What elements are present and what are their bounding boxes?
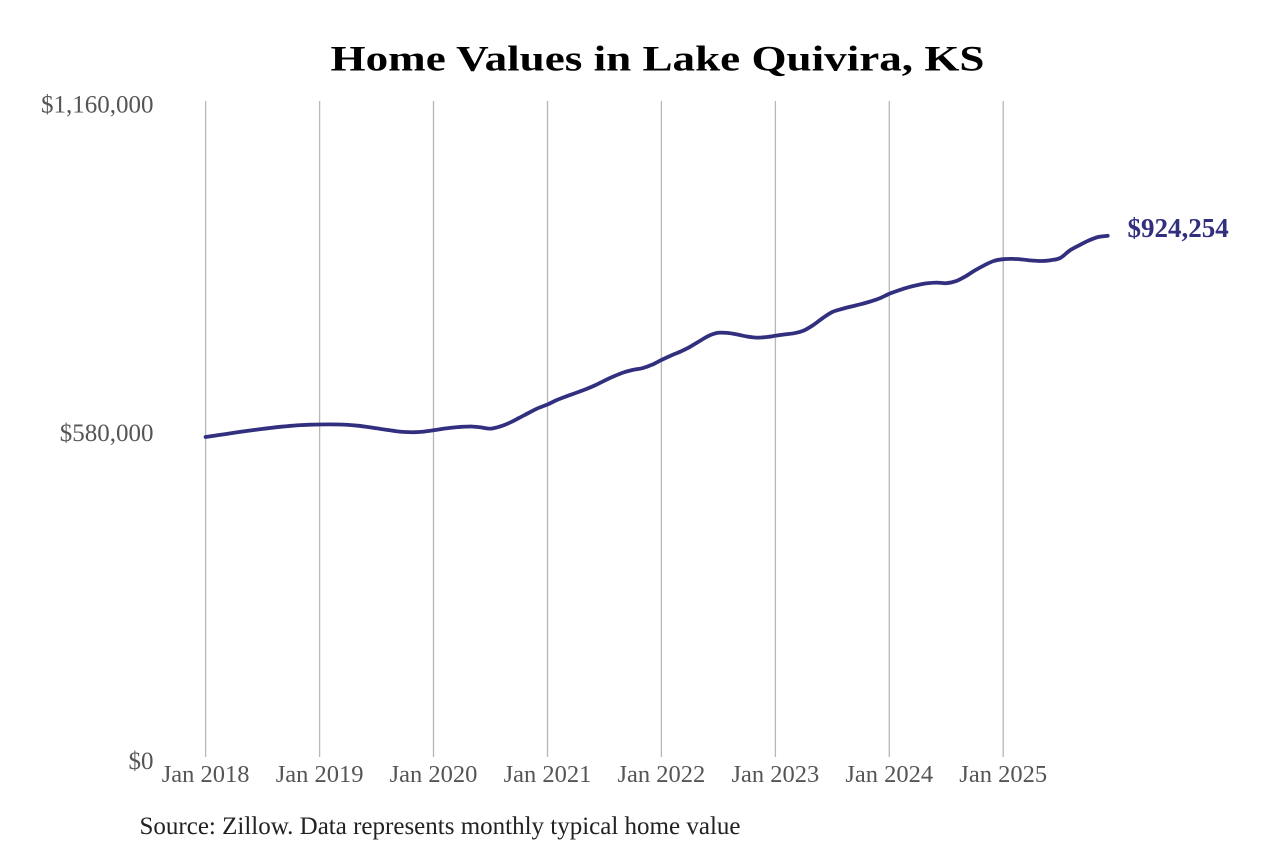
- svg-text:Source: Zillow. Data represent: Source: Zillow. Data represents monthly …: [140, 813, 741, 840]
- svg-text:Jan 2019: Jan 2019: [276, 761, 364, 788]
- svg-text:Jan 2018: Jan 2018: [162, 761, 250, 788]
- svg-text:Jan 2023: Jan 2023: [732, 761, 820, 788]
- svg-text:$924,254: $924,254: [1128, 213, 1229, 243]
- svg-text:$0: $0: [129, 748, 154, 775]
- svg-text:$1,160,000: $1,160,000: [41, 91, 154, 118]
- svg-text:Jan 2020: Jan 2020: [390, 761, 478, 788]
- svg-text:Home Values in Lake Quivira, K: Home Values in Lake Quivira, KS: [331, 38, 985, 78]
- svg-text:Jan 2021: Jan 2021: [504, 761, 592, 788]
- svg-text:Jan 2025: Jan 2025: [959, 761, 1047, 788]
- svg-text:Jan 2022: Jan 2022: [618, 761, 706, 788]
- svg-text:Jan 2024: Jan 2024: [845, 761, 933, 788]
- svg-text:$580,000: $580,000: [60, 420, 154, 447]
